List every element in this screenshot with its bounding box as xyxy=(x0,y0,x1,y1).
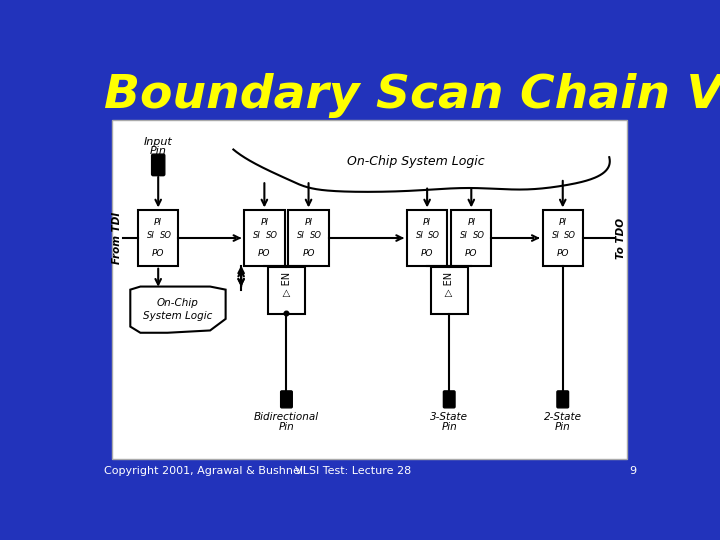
Text: PI: PI xyxy=(559,218,567,227)
Text: PO: PO xyxy=(557,249,569,258)
Text: PO: PO xyxy=(302,249,315,258)
Circle shape xyxy=(284,311,289,316)
Text: SO: SO xyxy=(159,231,171,240)
Bar xyxy=(268,267,305,314)
Text: SO: SO xyxy=(428,231,441,240)
Text: Bidirectional: Bidirectional xyxy=(254,413,319,422)
Text: PO: PO xyxy=(465,249,477,258)
Bar xyxy=(244,210,284,266)
Text: 9: 9 xyxy=(629,467,636,476)
Text: SI: SI xyxy=(416,231,424,240)
Text: SI: SI xyxy=(460,231,468,240)
Text: Pin: Pin xyxy=(555,422,571,431)
Text: SO: SO xyxy=(564,231,576,240)
Text: SO: SO xyxy=(266,231,278,240)
Bar xyxy=(289,210,329,266)
Text: Pin: Pin xyxy=(279,422,294,431)
Text: Input: Input xyxy=(144,137,173,147)
FancyBboxPatch shape xyxy=(444,391,455,408)
Text: PI: PI xyxy=(305,218,312,227)
Text: PI: PI xyxy=(467,218,475,227)
Text: SI: SI xyxy=(147,231,155,240)
Text: VLSI Test: Lecture 28: VLSI Test: Lecture 28 xyxy=(295,467,412,476)
Bar xyxy=(431,267,468,314)
Text: ▷ EN: ▷ EN xyxy=(282,272,292,296)
Text: PO: PO xyxy=(421,249,433,258)
Text: To TDO: To TDO xyxy=(616,218,626,259)
Text: SI: SI xyxy=(297,231,305,240)
Bar xyxy=(543,210,583,266)
Text: SI: SI xyxy=(552,231,559,240)
Text: From TDI: From TDI xyxy=(112,212,122,264)
Polygon shape xyxy=(130,287,225,333)
Text: On-Chip
System Logic: On-Chip System Logic xyxy=(143,298,212,321)
Text: Copyright 2001, Agrawal & Bushnell: Copyright 2001, Agrawal & Bushnell xyxy=(104,467,306,476)
Text: PO: PO xyxy=(152,249,164,258)
Text: 2-State: 2-State xyxy=(544,413,582,422)
Bar xyxy=(451,210,492,266)
Bar xyxy=(138,210,179,266)
Text: SO: SO xyxy=(310,231,322,240)
Text: Boundary Scan Chain View: Boundary Scan Chain View xyxy=(104,73,720,118)
Text: PI: PI xyxy=(261,218,269,227)
Text: Pin: Pin xyxy=(150,146,166,156)
Bar xyxy=(407,210,447,266)
Text: PO: PO xyxy=(258,249,271,258)
Text: PI: PI xyxy=(154,218,162,227)
Text: ▷ EN: ▷ EN xyxy=(444,272,454,296)
Text: 3-State: 3-State xyxy=(431,413,468,422)
FancyBboxPatch shape xyxy=(557,391,569,408)
Bar xyxy=(112,120,627,459)
FancyBboxPatch shape xyxy=(152,154,165,176)
FancyBboxPatch shape xyxy=(281,391,292,408)
Text: SO: SO xyxy=(472,231,485,240)
Text: Pin: Pin xyxy=(441,422,457,431)
Text: SI: SI xyxy=(253,231,261,240)
Text: PI: PI xyxy=(423,218,431,227)
Text: On-Chip System Logic: On-Chip System Logic xyxy=(347,154,485,167)
